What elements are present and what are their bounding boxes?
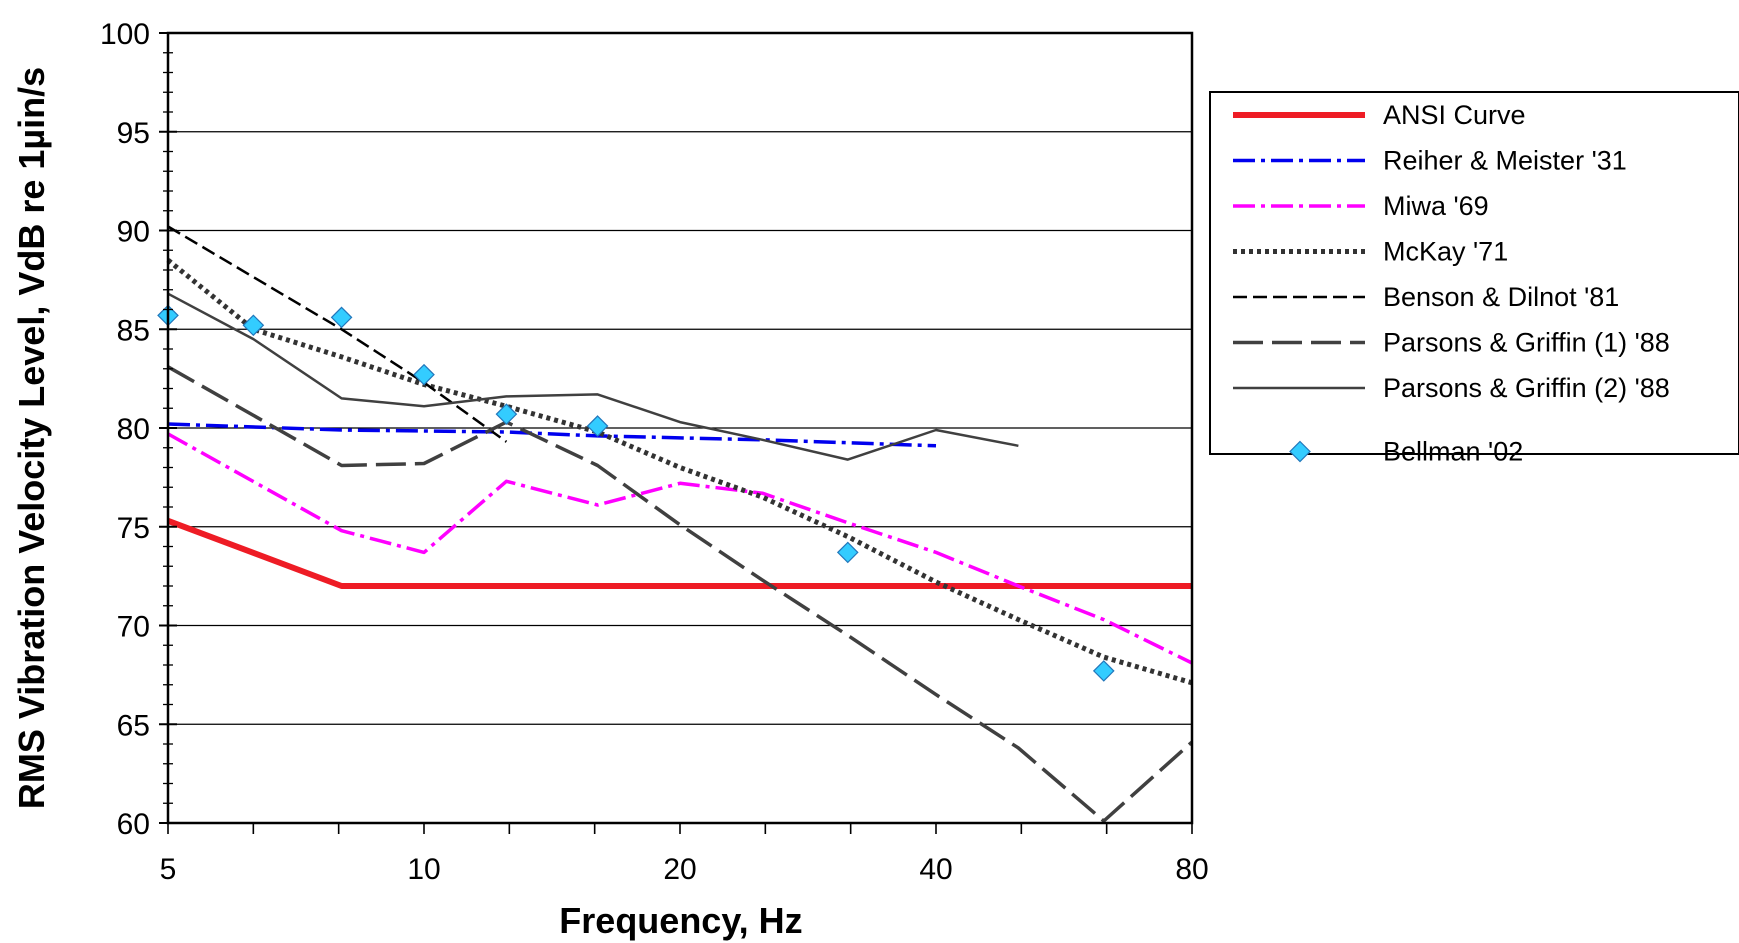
- data-point-bellman-02-1: [242, 314, 265, 337]
- line-reiher-meister-31: [167, 422, 937, 448]
- legend-label-parsons-griffin-2-88: Parsons & Griffin (2) '88: [1383, 373, 1670, 403]
- legend-label-miwa-69: Miwa '69: [1383, 191, 1489, 221]
- legend-label-reiher-meister-31: Reiher & Meister '31: [1383, 146, 1627, 176]
- legend-label-mckay-71: McKay '71: [1383, 237, 1508, 267]
- y-tick-label-60: 60: [117, 808, 150, 841]
- legend: ANSI Curve Reiher & Meister '31 Miwa '69 Mc…: [1209, 91, 1739, 467]
- data-point-bellman-02-7: [1092, 660, 1115, 682]
- x-tick-label-10: 10: [407, 853, 440, 886]
- data-point-bellman-02-3: [413, 363, 435, 386]
- line-ansi-curve: [166, 517, 1192, 589]
- data-point-bellman-02-2: [330, 306, 353, 329]
- line-parsons-griffin-1-88: [167, 365, 1194, 823]
- series-benson-dilnot-81: [167, 225, 508, 443]
- line-parsons-griffin-2-88: [167, 292, 1019, 461]
- series-miwa-69: [167, 432, 1193, 665]
- y-tick-label-65: 65: [117, 709, 150, 742]
- x-tick-label-40: 40: [919, 853, 952, 886]
- series-ansi-curve: [166, 517, 1192, 589]
- legend-box: [1209, 91, 1739, 455]
- data-point-bellman-02-5: [586, 415, 609, 437]
- line-mckay-71: [166, 258, 1193, 686]
- x-tick-label-80: 80: [1175, 853, 1208, 886]
- y-tick-label-95: 95: [117, 117, 150, 150]
- x-axis-title: Frequency, Hz: [559, 900, 802, 941]
- y-tick-label-90: 90: [117, 216, 150, 249]
- legend-label-parsons-griffin-1-88: Parsons & Griffin (1) '88: [1383, 328, 1670, 358]
- line-benson-dilnot-81: [167, 225, 508, 443]
- series-layer: [157, 225, 1194, 823]
- y-axis-title: RMS Vibration Velocity Level, VdB re 1µi…: [11, 67, 52, 809]
- y-tick-label-70: 70: [117, 611, 150, 644]
- y-tick-label-85: 85: [117, 314, 150, 347]
- data-point-bellman-02-6: [836, 541, 859, 564]
- axis-ticks: 60 65 70 75 80 85 90 95 100 5 10 20 40 80: [100, 18, 1209, 886]
- y-tick-label-100: 100: [100, 18, 150, 51]
- series-parsons-griffin-1-88: [167, 365, 1194, 823]
- series-mckay-71: [166, 258, 1193, 686]
- legend-label-benson-dilnot-81: Benson & Dilnot '81: [1383, 282, 1619, 312]
- series-parsons-griffin-2-88: [167, 292, 1019, 461]
- x-tick-label-20: 20: [663, 853, 696, 886]
- y-axis-title-group: RMS Vibration Velocity Level, VdB re 1µi…: [11, 67, 52, 809]
- y-tick-label-75: 75: [117, 512, 150, 545]
- series-reiher-meister-31: [167, 422, 937, 448]
- line-miwa-69: [167, 432, 1193, 665]
- data-point-bellman-02-4: [495, 403, 518, 426]
- x-tick-label-5: 5: [160, 853, 177, 886]
- y-tick-label-80: 80: [117, 413, 150, 446]
- legend-label-bellman-02: Bellman '02: [1383, 437, 1523, 467]
- grid-lines: [168, 131, 1192, 725]
- legend-marker-bellman-02: [1289, 440, 1311, 463]
- legend-label-ansi-curve: ANSI Curve: [1383, 100, 1526, 130]
